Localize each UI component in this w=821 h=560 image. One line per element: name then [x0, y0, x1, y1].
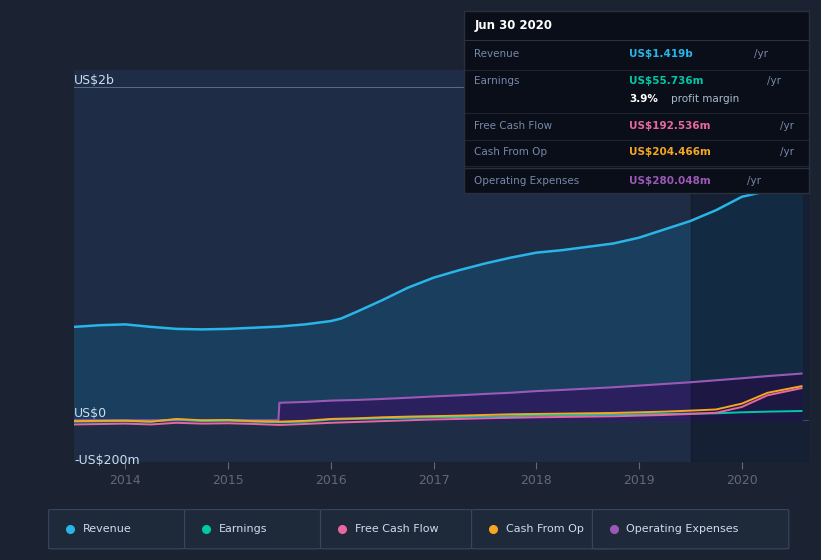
FancyBboxPatch shape [471, 510, 615, 549]
Text: US$280.048m: US$280.048m [630, 176, 711, 185]
Text: Revenue: Revenue [83, 524, 131, 534]
Text: Earnings: Earnings [475, 76, 520, 86]
Text: /yr: /yr [781, 147, 795, 157]
Text: Free Cash Flow: Free Cash Flow [475, 121, 553, 131]
Text: Earnings: Earnings [218, 524, 267, 534]
FancyBboxPatch shape [185, 510, 320, 549]
Text: Operating Expenses: Operating Expenses [475, 176, 580, 185]
FancyBboxPatch shape [320, 510, 471, 549]
Text: 3.9%: 3.9% [630, 94, 658, 104]
Text: /yr: /yr [754, 49, 768, 59]
Text: US$55.736m: US$55.736m [630, 76, 704, 86]
Text: Cash From Op: Cash From Op [475, 147, 548, 157]
FancyBboxPatch shape [48, 510, 185, 549]
Text: US$1.419b: US$1.419b [630, 49, 693, 59]
FancyBboxPatch shape [593, 510, 789, 549]
Text: Free Cash Flow: Free Cash Flow [355, 524, 438, 534]
Text: Jun 30 2020: Jun 30 2020 [475, 19, 553, 32]
Bar [690, 70, 809, 462]
Text: US$204.466m: US$204.466m [630, 147, 711, 157]
Text: Cash From Op: Cash From Op [506, 524, 584, 534]
Text: /yr: /yr [746, 176, 760, 185]
Text: -US$200m: -US$200m [74, 454, 140, 466]
Text: US$192.536m: US$192.536m [630, 121, 711, 131]
Text: US$2b: US$2b [74, 74, 115, 87]
Text: profit margin: profit margin [671, 94, 739, 104]
Text: Operating Expenses: Operating Expenses [626, 524, 739, 534]
Text: /yr: /yr [781, 121, 795, 131]
Text: /yr: /yr [768, 76, 782, 86]
Text: US$0: US$0 [74, 407, 107, 421]
Text: Revenue: Revenue [475, 49, 520, 59]
